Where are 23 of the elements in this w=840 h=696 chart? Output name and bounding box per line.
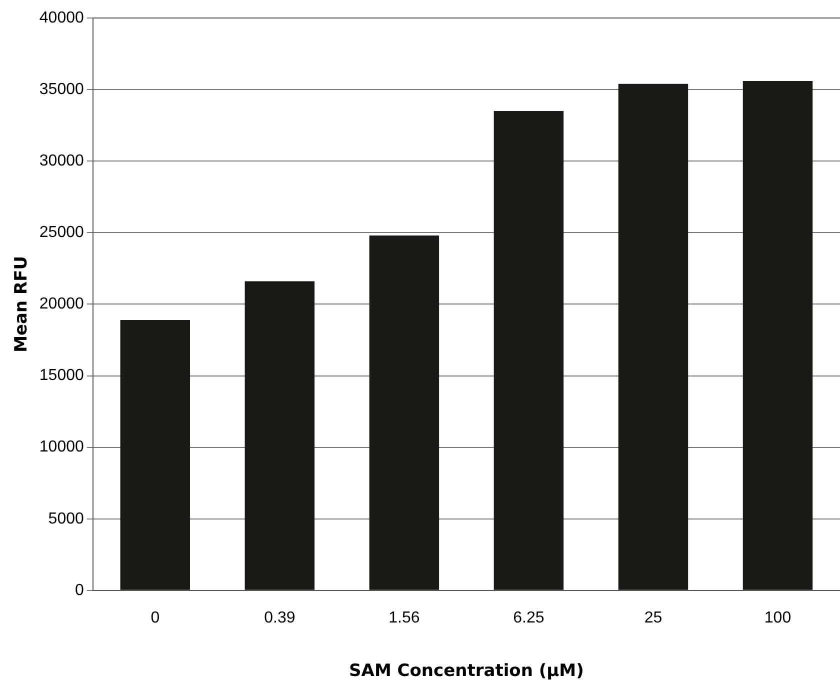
bar	[494, 111, 564, 590]
x-tick-label: 6.25	[513, 609, 544, 626]
x-tick-label: 25	[644, 609, 662, 626]
y-tick-label: 5000	[48, 510, 84, 528]
y-axis-title: Mean RFU	[12, 256, 32, 352]
y-tick-label: 40000	[39, 9, 84, 26]
y-tick-label: 20000	[39, 296, 84, 313]
bar	[244, 281, 315, 590]
x-tick-label: 100	[764, 609, 792, 626]
y-tick-label: 15000	[39, 367, 84, 384]
x-tick-label: 1.56	[388, 609, 420, 626]
y-tick-label: 30000	[39, 152, 84, 170]
x-axis-title: SAM Concentration (µM)	[349, 661, 584, 682]
y-tick-label: 10000	[39, 438, 84, 456]
bar	[618, 84, 688, 590]
bar	[120, 320, 190, 590]
bar	[369, 236, 440, 590]
y-tick-label: 0	[74, 582, 84, 599]
bar	[742, 80, 813, 590]
y-tick-label: 35000	[39, 80, 84, 98]
x-tick-label: 0.39	[264, 609, 296, 626]
y-tick-label: 25000	[39, 224, 84, 242]
x-tick-label: 0	[150, 609, 160, 626]
